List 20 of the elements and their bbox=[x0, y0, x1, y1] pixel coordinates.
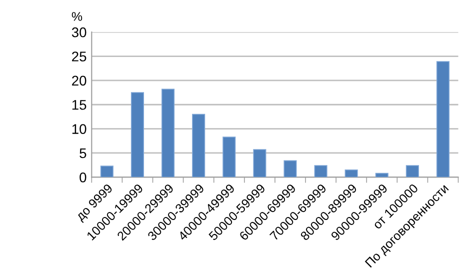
y-tick-label: 20 bbox=[72, 76, 86, 86]
bar bbox=[253, 149, 266, 178]
y-tick-label: 30 bbox=[72, 27, 86, 38]
bar bbox=[100, 166, 114, 178]
y-tick-label: 10 bbox=[72, 124, 86, 134]
y-tick-label: 0 bbox=[80, 172, 86, 182]
bar bbox=[284, 160, 297, 178]
bar bbox=[344, 169, 358, 178]
bar bbox=[130, 92, 144, 178]
y-axis-title: % bbox=[72, 12, 82, 21]
y-tick-label: 5 bbox=[80, 148, 86, 158]
bar bbox=[314, 165, 328, 178]
bar bbox=[406, 165, 419, 178]
bar bbox=[375, 172, 388, 178]
bar bbox=[161, 88, 175, 178]
bar bbox=[222, 136, 236, 178]
bar bbox=[436, 61, 450, 178]
y-tick-label: 15 bbox=[72, 100, 86, 110]
bar bbox=[192, 114, 206, 178]
y-tick-label: 25 bbox=[72, 52, 86, 62]
